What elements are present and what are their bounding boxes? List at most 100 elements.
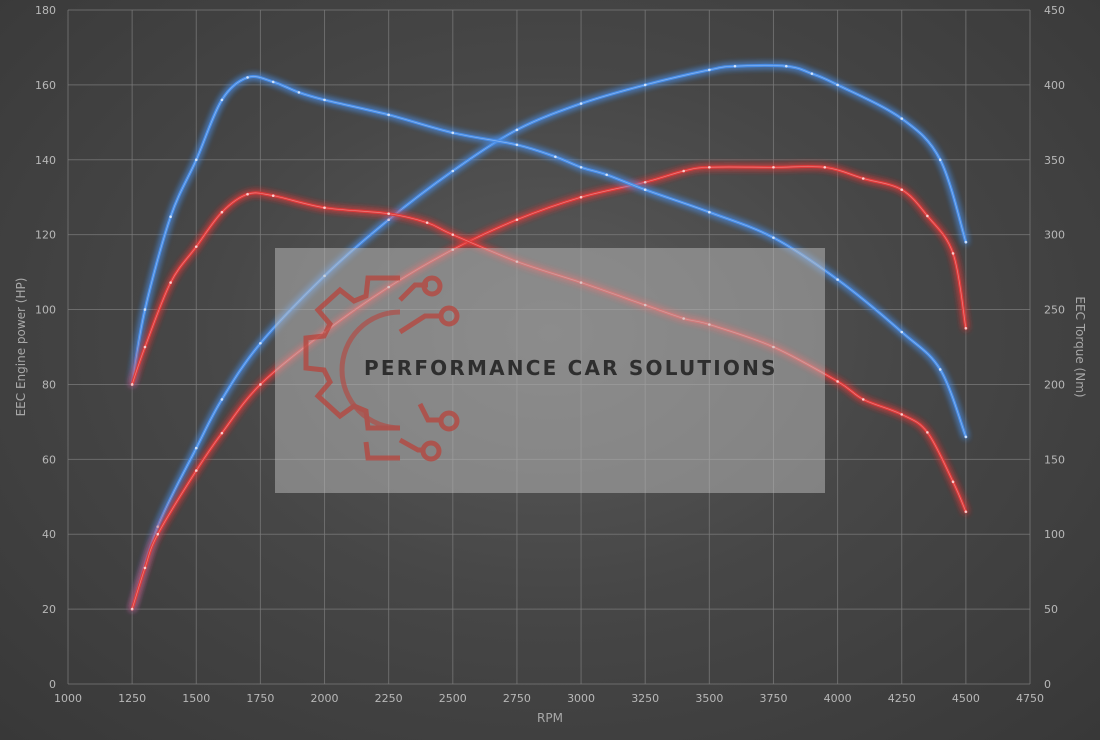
y-right-tick-label: 100 bbox=[1044, 528, 1065, 541]
data-point bbox=[951, 252, 955, 255]
data-point bbox=[964, 326, 968, 330]
x-tick-label: 1500 bbox=[182, 692, 210, 705]
data-point bbox=[733, 64, 737, 68]
data-point bbox=[861, 177, 865, 180]
y-left-tick-label: 40 bbox=[42, 528, 56, 541]
data-point bbox=[297, 91, 301, 94]
data-point bbox=[926, 431, 929, 434]
gear-circuit-logo bbox=[303, 275, 460, 462]
data-point bbox=[900, 413, 904, 416]
watermark: PERFORMANCE CAR SOLUTIONS bbox=[275, 248, 825, 493]
data-point bbox=[194, 469, 198, 472]
data-point bbox=[271, 80, 275, 84]
y-right-tick-label: 200 bbox=[1044, 378, 1065, 391]
data-point bbox=[387, 113, 390, 117]
data-point bbox=[194, 245, 198, 248]
data-point bbox=[784, 64, 788, 68]
data-point bbox=[823, 165, 827, 169]
data-point bbox=[515, 218, 519, 221]
x-tick-label: 3000 bbox=[567, 692, 595, 705]
y-right-tick-label: 450 bbox=[1044, 4, 1065, 17]
data-point bbox=[708, 165, 711, 169]
data-point bbox=[964, 435, 968, 439]
grid bbox=[67, 9, 1031, 685]
data-point bbox=[554, 155, 557, 159]
data-point bbox=[143, 566, 147, 570]
data-point bbox=[387, 212, 390, 215]
data-point bbox=[772, 236, 775, 239]
data-point bbox=[708, 210, 711, 214]
data-point bbox=[130, 607, 134, 611]
x-tick-label: 3500 bbox=[695, 692, 723, 705]
y-left-tick-label: 140 bbox=[35, 154, 56, 167]
series-line bbox=[130, 164, 968, 611]
data-point bbox=[900, 330, 904, 334]
x-tick-label: 4500 bbox=[952, 692, 980, 705]
y-left-tick-label: 0 bbox=[49, 678, 56, 691]
data-point bbox=[323, 98, 326, 102]
data-point bbox=[220, 210, 224, 214]
y-right-tick-label: 300 bbox=[1044, 229, 1065, 242]
y-left-tick-label: 100 bbox=[35, 304, 56, 317]
y-axis-left-title: EEC Engine power (HP) bbox=[14, 278, 28, 417]
data-point bbox=[425, 221, 429, 224]
y-axis-right-title: EEC Torque (Nm) bbox=[1073, 296, 1087, 397]
x-tick-label: 1750 bbox=[246, 692, 274, 705]
x-tick-label: 2000 bbox=[311, 692, 339, 705]
data-point bbox=[515, 128, 519, 132]
data-point bbox=[143, 308, 147, 311]
data-point bbox=[682, 169, 685, 173]
data-point bbox=[708, 68, 711, 72]
y-right-tick-label: 400 bbox=[1044, 79, 1065, 92]
y-right-tick-label: 250 bbox=[1044, 304, 1065, 317]
data-point bbox=[156, 532, 160, 536]
x-tick-label: 4250 bbox=[888, 692, 916, 705]
series-lines bbox=[130, 63, 968, 611]
data-point bbox=[220, 98, 224, 102]
y-left-tick-label: 120 bbox=[35, 229, 56, 242]
data-point bbox=[579, 195, 583, 199]
data-point bbox=[130, 383, 134, 386]
data-point bbox=[643, 180, 647, 184]
data-point bbox=[169, 215, 172, 218]
x-tick-label: 2500 bbox=[439, 692, 467, 705]
y-left-tick-label: 60 bbox=[42, 453, 56, 466]
data-point bbox=[246, 192, 249, 196]
data-point bbox=[515, 143, 519, 147]
data-point bbox=[772, 165, 775, 169]
data-point bbox=[605, 173, 609, 177]
x-tick-label: 4000 bbox=[824, 692, 852, 705]
data-point bbox=[451, 233, 455, 236]
data-point bbox=[964, 240, 968, 244]
data-point bbox=[579, 165, 583, 169]
data-point bbox=[836, 380, 839, 383]
data-point bbox=[194, 158, 198, 162]
x-tick-label: 2250 bbox=[375, 692, 403, 705]
y-left-tick-label: 180 bbox=[35, 4, 56, 17]
y-right-tick-label: 50 bbox=[1044, 603, 1058, 616]
data-point bbox=[451, 131, 455, 135]
data-point bbox=[323, 206, 326, 210]
series-line-highlight bbox=[131, 166, 967, 610]
data-point bbox=[220, 398, 224, 401]
data-point bbox=[194, 446, 198, 450]
data-point bbox=[951, 480, 955, 484]
data-point bbox=[579, 102, 583, 105]
data-point bbox=[810, 72, 814, 75]
y-right-tick-label: 0 bbox=[1044, 678, 1051, 691]
data-point bbox=[900, 188, 904, 192]
x-tick-label: 4750 bbox=[1016, 692, 1044, 705]
data-point bbox=[246, 76, 249, 79]
data-point bbox=[271, 194, 275, 198]
x-tick-label: 1000 bbox=[54, 692, 82, 705]
data-point bbox=[964, 510, 968, 514]
y-left-tick-label: 80 bbox=[42, 378, 56, 391]
data-point bbox=[259, 383, 262, 386]
data-point bbox=[836, 278, 839, 281]
data-point bbox=[938, 368, 942, 371]
data-point bbox=[156, 525, 160, 529]
data-point bbox=[220, 431, 224, 435]
data-point bbox=[643, 83, 647, 87]
data-point bbox=[169, 281, 172, 284]
